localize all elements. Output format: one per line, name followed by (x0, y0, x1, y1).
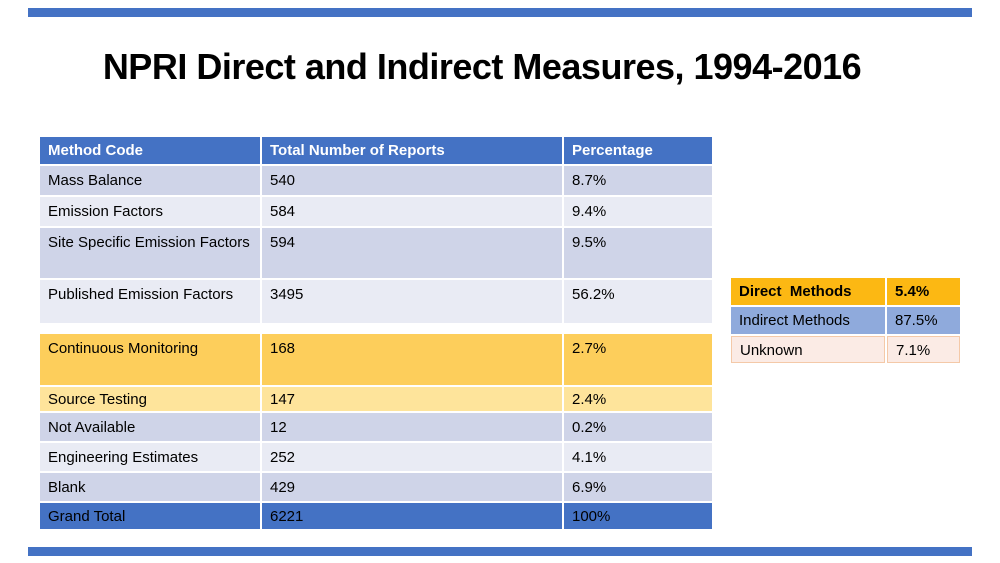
reports-cell: 168 (262, 334, 562, 385)
method-cell: Engineering Estimates (40, 443, 260, 471)
table-row-blank: Blank 429 6.9% (40, 473, 712, 501)
reports-cell: 3495 (262, 280, 562, 323)
summary-label: Indirect Methods (731, 307, 885, 334)
col-header-percentage: Percentage (564, 137, 712, 164)
reports-cell: 429 (262, 473, 562, 501)
summary-value: 87.5% (887, 307, 960, 334)
table-row-grand-total: Grand Total 6221 100% (40, 503, 712, 529)
method-cell: Source Testing (40, 387, 260, 411)
method-cell: Grand Total (40, 503, 260, 529)
method-cell: Continuous Monitoring (40, 334, 260, 385)
method-cell: Not Available (40, 413, 260, 441)
percentage-cell: 9.4% (564, 197, 712, 226)
percentage-cell: 9.5% (564, 228, 712, 278)
reports-cell: 12 (262, 413, 562, 441)
top-accent-bar (28, 8, 972, 17)
bottom-accent-bar (28, 547, 972, 556)
method-cell: Emission Factors (40, 197, 260, 226)
percentage-cell: 8.7% (564, 166, 712, 195)
reports-cell: 6221 (262, 503, 562, 529)
col-header-total-reports: Total Number of Reports (262, 137, 562, 164)
summary-table: Direct Methods 5.4% Indirect Methods 87.… (731, 278, 960, 363)
slide-title: NPRI Direct and Indirect Measures, 1994-… (102, 46, 862, 87)
percentage-cell: 2.7% (564, 334, 712, 385)
table-row-site-specific-emission-factors: Site Specific Emission Factors 594 9.5% (40, 228, 712, 278)
table-row-emission-factors: Emission Factors 584 9.4% (40, 197, 712, 226)
table-row-not-available: Not Available 12 0.2% (40, 413, 712, 441)
method-cell: Mass Balance (40, 166, 260, 195)
method-cell: Published Emission Factors (40, 280, 260, 323)
table-row-mass-balance: Mass Balance 540 8.7% (40, 166, 712, 195)
reports-cell: 147 (262, 387, 562, 411)
reports-cell: 252 (262, 443, 562, 471)
percentage-cell: 4.1% (564, 443, 712, 471)
col-header-method-code: Method Code (40, 137, 260, 164)
table-row-source-testing: Source Testing 147 2.4% (40, 387, 712, 411)
table-row-engineering-estimates: Engineering Estimates 252 4.1% (40, 443, 712, 471)
summary-value: 7.1% (887, 336, 960, 363)
percentage-cell: 100% (564, 503, 712, 529)
reports-cell: 594 (262, 228, 562, 278)
methods-table: Method Code Total Number of Reports Perc… (40, 137, 712, 529)
table-row-continuous-monitoring: Continuous Monitoring 168 2.7% (40, 334, 712, 385)
method-cell: Site Specific Emission Factors (40, 228, 260, 278)
summary-row-unknown: Unknown 7.1% (731, 336, 960, 363)
table-header-row: Method Code Total Number of Reports Perc… (40, 137, 712, 164)
summary-label: Direct Methods (731, 278, 885, 305)
percentage-cell: 2.4% (564, 387, 712, 411)
summary-label: Unknown (731, 336, 885, 363)
reports-cell: 540 (262, 166, 562, 195)
method-cell: Blank (40, 473, 260, 501)
summary-row-indirect-methods: Indirect Methods 87.5% (731, 307, 960, 334)
percentage-cell: 0.2% (564, 413, 712, 441)
reports-cell: 584 (262, 197, 562, 226)
table-row-published-emission-factors: Published Emission Factors 3495 56.2% (40, 280, 712, 323)
percentage-cell: 56.2% (564, 280, 712, 323)
percentage-cell: 6.9% (564, 473, 712, 501)
summary-value: 5.4% (887, 278, 960, 305)
summary-row-direct-methods: Direct Methods 5.4% (731, 278, 960, 305)
